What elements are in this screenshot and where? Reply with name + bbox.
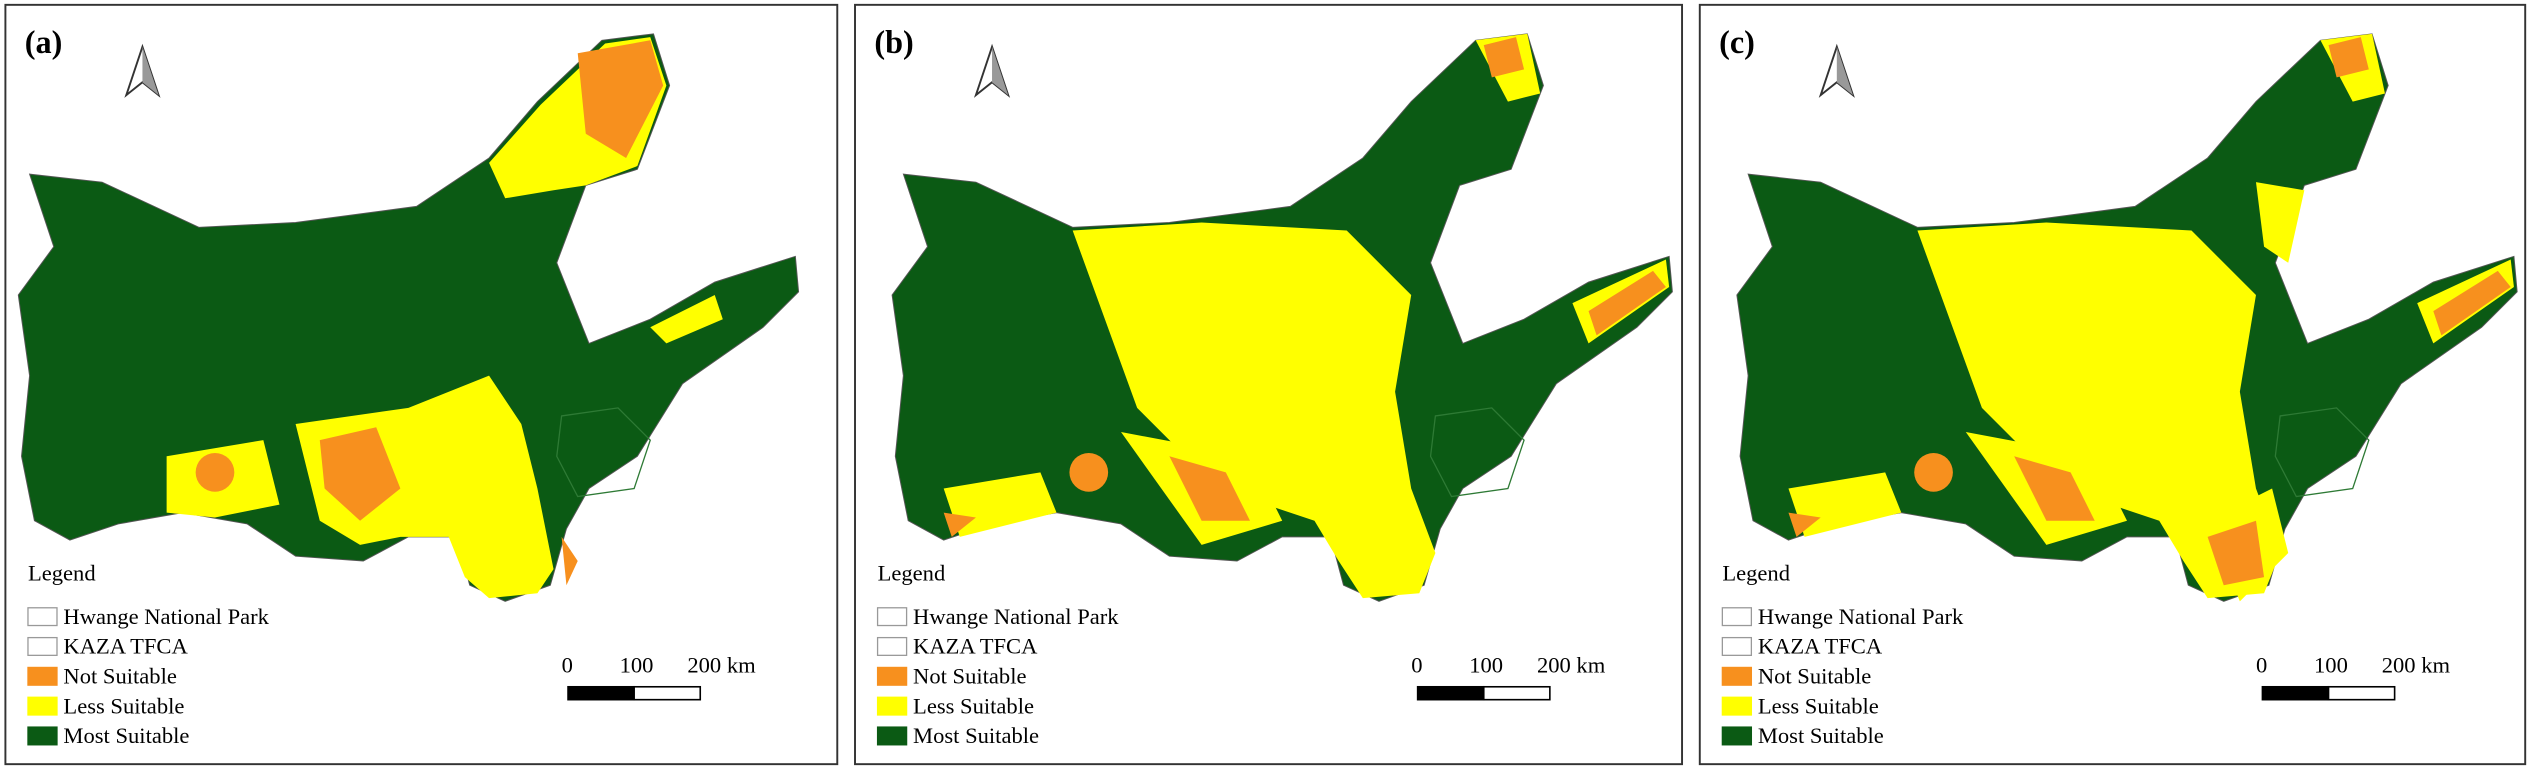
legend-swatch [1721,696,1753,716]
map-less-suitable [650,295,723,344]
map-not-suitable [577,40,664,158]
legend-swatch [27,666,58,686]
scale-label: 100 [1469,652,1503,677]
legend-item: Not Suitable [913,664,1026,689]
north-arrow-half [992,46,1009,96]
panel-label: (a) [25,24,63,60]
legend-swatch [27,636,58,656]
scale-label: 100 [620,652,654,677]
map-less-suitable [1917,222,2281,599]
legend-swatch [27,607,58,627]
map-less-suitable [1072,222,1436,599]
scale-bar-black [1416,685,1485,701]
legend-item: KAZA TFCA [1758,634,1883,659]
map [1736,33,2518,602]
scale-label: 0 [2256,652,2267,677]
scale-label: 0 [562,652,573,677]
north-arrow-half [1836,46,1853,96]
map-not-suitable [2014,456,2095,521]
map-not-suitable [1588,270,1666,336]
panel-label: (b) [874,24,913,60]
map-not-suitable [561,536,578,586]
scale-bar-white [1482,685,1551,701]
panel: (c) Legend Hwange National Park KAZA TFCA No… [1698,3,2527,766]
legend-swatch [876,607,908,627]
legend-item: Less Suitable [913,693,1034,718]
legend-swatch [876,696,908,716]
legend-swatch [1721,666,1753,686]
legend-swatch [876,666,908,686]
panel-label: (c) [1719,24,1755,60]
legend-swatch [876,726,908,746]
scale-label: 200 km [2382,652,2451,677]
map-not-suitable [2207,520,2265,586]
legend-title: Legend [878,560,946,585]
map-not-suitable [943,512,976,537]
legend-swatch [1721,607,1753,627]
map-less-suitable [1788,472,1902,537]
legend-item: KAZA TFCA [63,634,188,659]
scale-label: 200 km [687,652,756,677]
map [17,33,800,602]
map [891,33,1673,602]
legend-item: Hwange National Park [63,604,269,629]
park-boundary [556,407,652,498]
legend-swatch [876,636,908,656]
legend-title: Legend [1722,560,1790,585]
legend-item: Hwange National Park [1758,604,1964,629]
map-not-suitable [2433,270,2511,336]
legend-item: Less Suitable [1758,693,1879,718]
north-arrow-half [142,46,159,96]
panel: (a) Legend Hwange National Park KAZA TFCA No… [4,3,839,766]
map-less-suitable [2255,182,2305,263]
legend-item: Hwange National Park [913,604,1119,629]
scale-bar-black [567,685,635,701]
legend-swatch [1721,726,1753,746]
legend-item: Not Suitable [1758,664,1871,689]
legend-item: Less Suitable [63,693,184,718]
panel: (b) Legend Hwange National Park KAZA TFCA No… [854,3,1684,766]
map-not-suitable [1483,37,1525,78]
legend-item: Not Suitable [63,664,176,689]
scale-label: 0 [1411,652,1422,677]
scale-bar-white [633,685,702,701]
map-not-suitable [1169,456,1250,521]
map-not-suitable [195,453,235,492]
scale-label: 200 km [1537,652,1606,677]
legend-item: Most Suitable [63,723,189,748]
scale-bar-white [2327,685,2396,701]
map-not-suitable [1914,453,1953,492]
legend-swatch [1721,636,1753,656]
legend-item: Most Suitable [913,723,1039,748]
map-not-suitable [2328,37,2369,78]
park-boundary [2274,407,2370,498]
map-not-suitable [1069,453,1109,492]
legend-item: KAZA TFCA [913,634,1038,659]
map-less-suitable [943,472,1057,537]
map-not-suitable [319,427,401,521]
scale-bar-black [2261,685,2330,701]
map-not-suitable [1788,512,1821,537]
legend-title: Legend [28,560,96,585]
legend-swatch [27,726,58,746]
legend-swatch [27,696,58,716]
scale-label: 100 [2314,652,2348,677]
legend-item: Most Suitable [1758,723,1884,748]
park-boundary [1429,407,1525,498]
